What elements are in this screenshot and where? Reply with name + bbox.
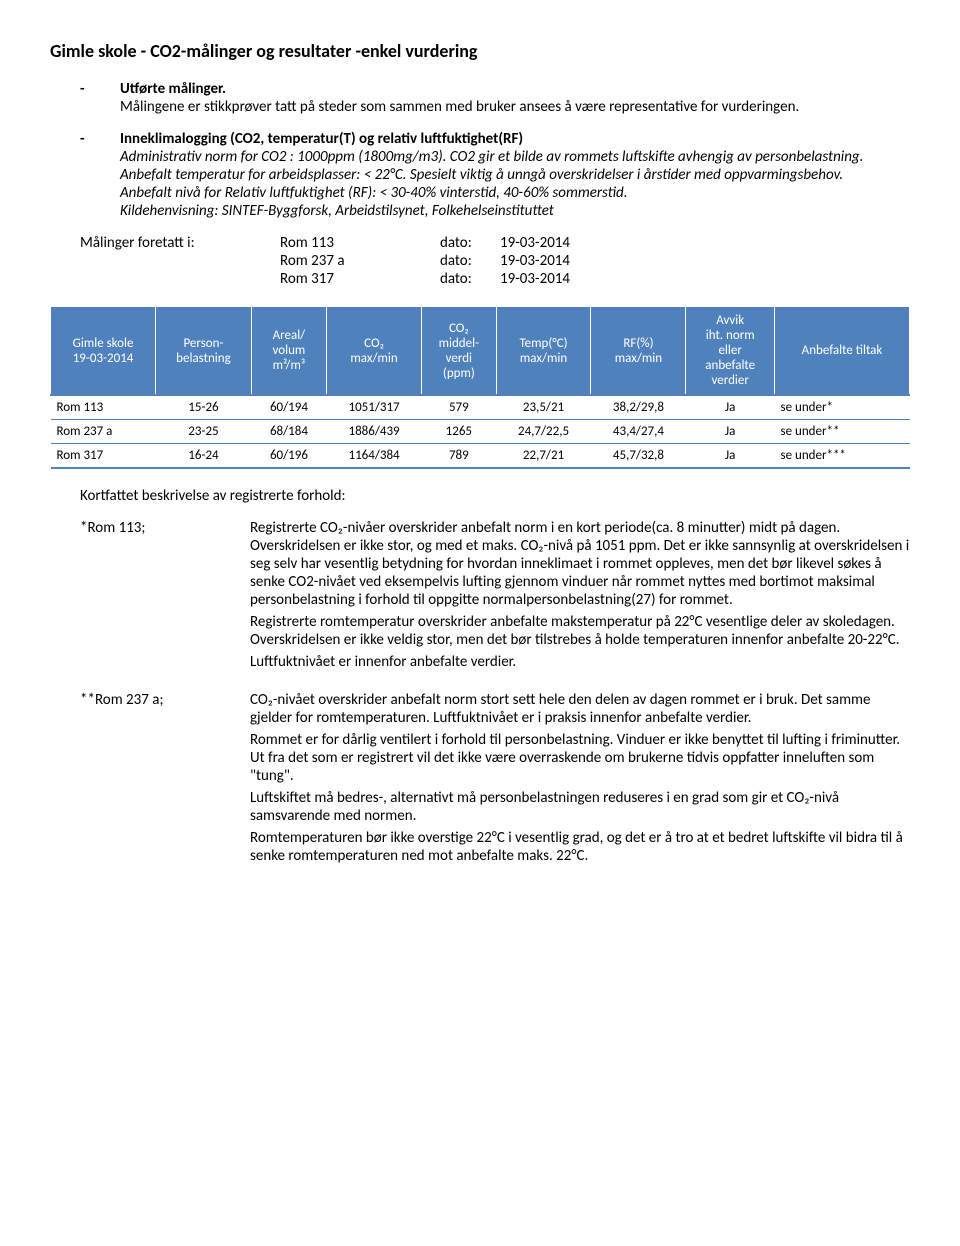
- col-co2mid: CO₂middel-verdi(ppm): [422, 307, 496, 396]
- cell-temp: 24,7/22,5: [496, 420, 591, 444]
- meas-date-1: 19-03-2014: [500, 252, 610, 270]
- bullet-2-l1: Administrativ norm for CO2 : 1000ppm (18…: [120, 148, 910, 166]
- bullet-2: - Inneklimalogging (CO2, temperatur(T) o…: [80, 130, 910, 220]
- meas-date-0: 19-03-2014: [500, 234, 610, 252]
- cell-area: 60/196: [251, 444, 326, 469]
- meas-room-1: Rom 237 a: [280, 252, 440, 270]
- cell-co2mid: 579: [422, 395, 496, 420]
- col-co2: CO₂max/min: [327, 307, 422, 396]
- table-row: Rom 237 a 23-25 68/184 1886/439 1265 24,…: [51, 420, 910, 444]
- bullet-2-l3: Anbefalt nivå for Relativ luftfuktighet …: [120, 184, 910, 202]
- desc-rom113: *Rom 113; Registrerte CO₂-nivåer overskr…: [80, 519, 910, 675]
- meas-room-2: Rom 317: [280, 270, 440, 288]
- col-avvik: Avvikiht. normelleranbefalteverdier: [686, 307, 775, 396]
- col-area: Areal/volumm²/m³: [251, 307, 326, 396]
- cell-tiltak: se under***: [775, 444, 910, 469]
- cell-tiltak: se under*: [775, 395, 910, 420]
- desc-rom237-p3: Luftskiftet må bedres-, alternativt må p…: [250, 789, 910, 825]
- cell-temp: 22,7/21: [496, 444, 591, 469]
- measurements-block: Målinger foretatt i: Rom 113 dato: 19-03…: [80, 234, 910, 288]
- page-title: Gimle skole - CO2-målinger og resultater…: [50, 40, 910, 62]
- bullet-1-lead: Utførte målinger.: [120, 80, 226, 98]
- bullet-1-text: Målingene er stikkprøver tatt på steder …: [120, 98, 910, 116]
- cell-co2mid: 789: [422, 444, 496, 469]
- cell-rf: 38,2/29,8: [591, 395, 686, 420]
- table-row: Rom 113 15-26 60/194 1051/317 579 23,5/2…: [51, 395, 910, 420]
- desc-rom237-p4: Romtemperaturen bør ikke overstige 22°C …: [250, 829, 910, 865]
- cell-rf: 45,7/32,8: [591, 444, 686, 469]
- cell-avvik: Ja: [686, 420, 775, 444]
- meas-date-2: 19-03-2014: [500, 270, 610, 288]
- bullet-dash: -: [80, 130, 120, 148]
- cell-avvik: Ja: [686, 444, 775, 469]
- desc-rom237-p2: Rommet er for dårlig ventilert i forhold…: [250, 731, 910, 785]
- col-rf: RF(%)max/min: [591, 307, 686, 396]
- cell-room: Rom 317: [51, 444, 156, 469]
- cell-temp: 23,5/21: [496, 395, 591, 420]
- description-heading: Kortfattet beskrivelse av registrerte fo…: [80, 487, 910, 505]
- meas-dato-1: dato:: [440, 252, 500, 270]
- col-temp: Temp(°C)max/min: [496, 307, 591, 396]
- cell-co2: 1886/439: [327, 420, 422, 444]
- bullet-1: - Utførte målinger. Målingene er stikkpr…: [80, 80, 910, 116]
- table-header-row: Gimle skole19-03-2014 Person-belastning …: [51, 307, 910, 396]
- cell-rf: 43,4/27,4: [591, 420, 686, 444]
- col-school: Gimle skole19-03-2014: [51, 307, 156, 396]
- desc-rom237: **Rom 237 a; CO₂-nivået overskrider anbe…: [80, 691, 910, 869]
- cell-co2mid: 1265: [422, 420, 496, 444]
- bullet-dash: -: [80, 80, 120, 98]
- cell-persons: 15-26: [156, 395, 252, 420]
- desc-rom113-p3: Luftfuktnivået er innenfor anbefalte ver…: [250, 653, 910, 671]
- data-table: Gimle skole19-03-2014 Person-belastning …: [50, 306, 910, 469]
- table-row: Rom 317 16-24 60/196 1164/384 789 22,7/2…: [51, 444, 910, 469]
- cell-co2: 1051/317: [327, 395, 422, 420]
- col-tiltak: Anbefalte tiltak: [775, 307, 910, 396]
- bullet-2-l4: Kildehenvisning: SINTEF-Byggforsk, Arbei…: [120, 202, 910, 220]
- cell-avvik: Ja: [686, 395, 775, 420]
- desc-rom237-label: **Rom 237 a;: [80, 691, 250, 869]
- col-persons: Person-belastning: [156, 307, 252, 396]
- meas-dato-0: dato:: [440, 234, 500, 252]
- cell-area: 60/194: [251, 395, 326, 420]
- meas-room-0: Rom 113: [280, 234, 440, 252]
- measurements-label: Målinger foretatt i:: [80, 234, 280, 252]
- cell-room: Rom 113: [51, 395, 156, 420]
- cell-persons: 16-24: [156, 444, 252, 469]
- desc-rom113-p1: Registrerte CO₂-nivåer overskrider anbef…: [250, 519, 910, 609]
- cell-area: 68/184: [251, 420, 326, 444]
- desc-rom113-label: *Rom 113;: [80, 519, 250, 675]
- cell-room: Rom 237 a: [51, 420, 156, 444]
- bullet-2-l2: Anbefalt temperatur for arbeidsplasser: …: [120, 166, 910, 184]
- cell-tiltak: se under**: [775, 420, 910, 444]
- bullet-2-lead: Inneklimalogging (CO2, temperatur(T) og …: [120, 130, 523, 148]
- desc-rom113-p2: Registrerte romtemperatur overskrider an…: [250, 613, 910, 649]
- meas-dato-2: dato:: [440, 270, 500, 288]
- cell-persons: 23-25: [156, 420, 252, 444]
- desc-rom237-p1: CO₂-nivået overskrider anbefalt norm sto…: [250, 691, 910, 727]
- cell-co2: 1164/384: [327, 444, 422, 469]
